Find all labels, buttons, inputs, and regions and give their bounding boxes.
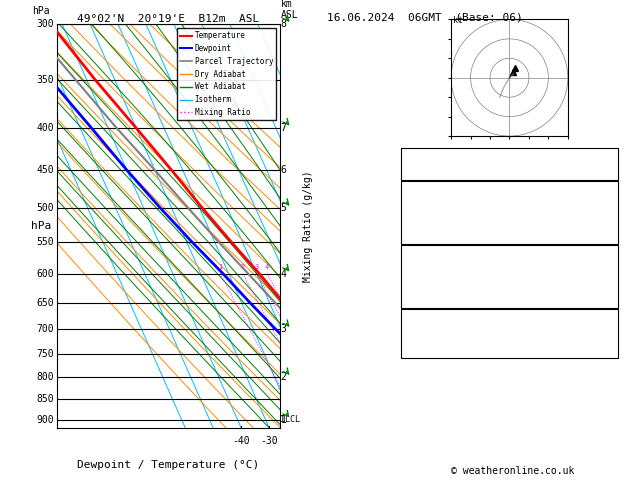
- Text: Pressure (mb): Pressure (mb): [404, 257, 486, 267]
- Text: -30: -30: [260, 436, 278, 446]
- Text: 7: 7: [609, 218, 615, 228]
- Text: Hodograph: Hodograph: [482, 315, 538, 325]
- Text: 30: 30: [603, 152, 615, 162]
- Text: Totals Totals: Totals Totals: [404, 161, 486, 172]
- Text: 312: 312: [596, 209, 615, 220]
- Text: Mixing Ratio (g/kg): Mixing Ratio (g/kg): [303, 170, 313, 282]
- Text: -0: -0: [603, 321, 615, 331]
- Text: SREH: SREH: [404, 330, 430, 340]
- Text: 8: 8: [281, 19, 286, 29]
- Text: Most Unstable: Most Unstable: [469, 251, 550, 261]
- Text: 321: 321: [596, 267, 615, 277]
- Text: 10: 10: [603, 348, 615, 359]
- Text: 1: 1: [281, 415, 286, 425]
- Text: 700: 700: [596, 257, 615, 267]
- Text: Surface: Surface: [488, 187, 532, 197]
- Text: 750: 750: [36, 349, 54, 359]
- Text: 850: 850: [36, 394, 54, 404]
- Text: K: K: [404, 152, 411, 162]
- Text: 5: 5: [281, 203, 286, 213]
- Text: km
ASL: km ASL: [281, 0, 298, 20]
- Text: StmSpd (kt): StmSpd (kt): [404, 348, 473, 359]
- Text: hPa: hPa: [31, 221, 51, 231]
- Text: Dewpoint / Temperature (°C): Dewpoint / Temperature (°C): [77, 460, 260, 470]
- Text: 2: 2: [281, 372, 286, 382]
- Text: hPa: hPa: [32, 6, 50, 16]
- Text: 450: 450: [36, 165, 54, 175]
- Text: 400: 400: [36, 123, 54, 133]
- Text: CIN (J): CIN (J): [404, 235, 448, 245]
- Text: CIN (J): CIN (J): [404, 298, 448, 308]
- Text: EH: EH: [404, 321, 417, 331]
- Text: 900: 900: [36, 415, 54, 425]
- Text: 0: 0: [609, 288, 615, 297]
- Text: kt: kt: [453, 17, 463, 25]
- Text: 500: 500: [36, 203, 54, 213]
- Text: © weatheronline.co.uk: © weatheronline.co.uk: [451, 466, 574, 476]
- Text: 6: 6: [281, 165, 286, 175]
- Text: 550: 550: [36, 238, 54, 247]
- Text: 0: 0: [609, 298, 615, 308]
- Text: Dewp (°C): Dewp (°C): [404, 201, 460, 211]
- Title: 49°02'N  20°19'E  B12m  ASL: 49°02'N 20°19'E B12m ASL: [77, 14, 260, 23]
- Text: 44: 44: [603, 161, 615, 172]
- Text: 14: 14: [603, 330, 615, 340]
- Text: 2.43: 2.43: [590, 171, 615, 181]
- Text: 245°: 245°: [590, 339, 615, 349]
- Text: 0: 0: [609, 235, 615, 245]
- Text: 600: 600: [36, 269, 54, 279]
- Text: CAPE (J): CAPE (J): [404, 288, 454, 297]
- Text: 16.06.2024  06GMT  (Base: 06): 16.06.2024 06GMT (Base: 06): [326, 12, 523, 22]
- Text: Lifted Index: Lifted Index: [404, 218, 479, 228]
- Text: StmDir: StmDir: [404, 339, 442, 349]
- Text: 4: 4: [265, 264, 269, 270]
- Text: 350: 350: [36, 75, 54, 85]
- Text: Lifted Index: Lifted Index: [404, 277, 479, 287]
- Text: 2: 2: [241, 264, 245, 270]
- Text: 1LCL: 1LCL: [281, 415, 301, 424]
- Text: θₑ(K): θₑ(K): [404, 209, 436, 220]
- Text: 4: 4: [281, 269, 286, 279]
- Text: Temp (°C): Temp (°C): [404, 192, 460, 203]
- Text: 800: 800: [36, 372, 54, 382]
- Text: CAPE (J): CAPE (J): [404, 227, 454, 237]
- Text: 0: 0: [609, 227, 615, 237]
- Text: 700: 700: [36, 324, 54, 334]
- Text: 3: 3: [255, 264, 259, 270]
- Text: 7: 7: [281, 123, 286, 133]
- Legend: Temperature, Dewpoint, Parcel Trajectory, Dry Adiabat, Wet Adiabat, Isotherm, Mi: Temperature, Dewpoint, Parcel Trajectory…: [177, 28, 276, 120]
- Text: 2: 2: [609, 277, 615, 287]
- Text: 8.6: 8.6: [596, 201, 615, 211]
- Text: 1: 1: [218, 264, 222, 270]
- Text: 10.5: 10.5: [590, 192, 615, 203]
- Text: PW (cm): PW (cm): [404, 171, 448, 181]
- Text: -40: -40: [232, 436, 250, 446]
- Text: 650: 650: [36, 297, 54, 308]
- Text: 300: 300: [36, 19, 54, 29]
- Text: θₑ (K): θₑ (K): [404, 267, 442, 277]
- Text: 3: 3: [281, 324, 286, 334]
